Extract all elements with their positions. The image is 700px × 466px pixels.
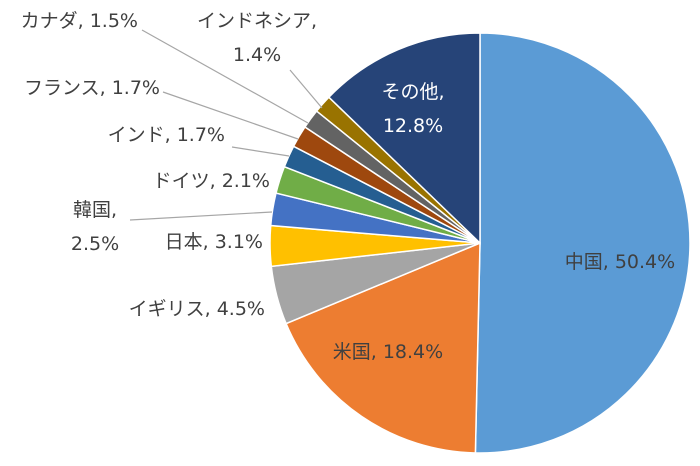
- leader-line-カナダ: [141, 29, 309, 124]
- leader-line-インド: [231, 146, 290, 157]
- slice-label-日本: 日本, 3.1%: [165, 231, 263, 253]
- leader-lines: [129, 29, 323, 221]
- pie-slices: [269, 32, 691, 454]
- pie-slice-その他: [327, 32, 481, 245]
- slice-label-イギリス: イギリス, 4.5%: [129, 298, 265, 320]
- slice-label-米国: 米国, 18.4%: [333, 341, 443, 363]
- slice-labels: 中国, 50.4% 米国, 18.4% イギリス, 4.5% 日本, 3.1% 韓国, 2…: [21, 10, 676, 363]
- slice-label-インドネシア: インドネシア, 1.4%: [197, 10, 317, 66]
- slice-label-その他: その他, 12.8%: [381, 81, 444, 137]
- leader-line-インドネシア: [289, 69, 323, 109]
- slice-label-value: 1.4%: [233, 44, 281, 66]
- slice-label-value: 12.8%: [383, 115, 443, 137]
- slice-label-name: インドネシア,: [197, 10, 317, 32]
- slice-label-value: 2.5%: [71, 233, 119, 255]
- leader-line-韓国: [129, 211, 273, 221]
- leader-line-フランス: [162, 91, 299, 140]
- slice-label-フランス: フランス, 1.7%: [24, 77, 160, 99]
- slice-label-韓国: 韓国, 2.5%: [71, 199, 119, 255]
- slice-label-カナダ: カナダ, 1.5%: [21, 10, 138, 32]
- pie-slice-米国: [285, 241, 481, 454]
- pie-slice-中国: [474, 32, 691, 454]
- slice-label-中国: 中国, 50.4%: [565, 251, 675, 273]
- slice-label-ドイツ: ドイツ, 2.1%: [153, 170, 270, 192]
- slice-label-インド: インド, 1.7%: [108, 124, 225, 146]
- slice-label-name: 韓国,: [73, 199, 117, 221]
- slice-label-name: その他,: [381, 81, 444, 103]
